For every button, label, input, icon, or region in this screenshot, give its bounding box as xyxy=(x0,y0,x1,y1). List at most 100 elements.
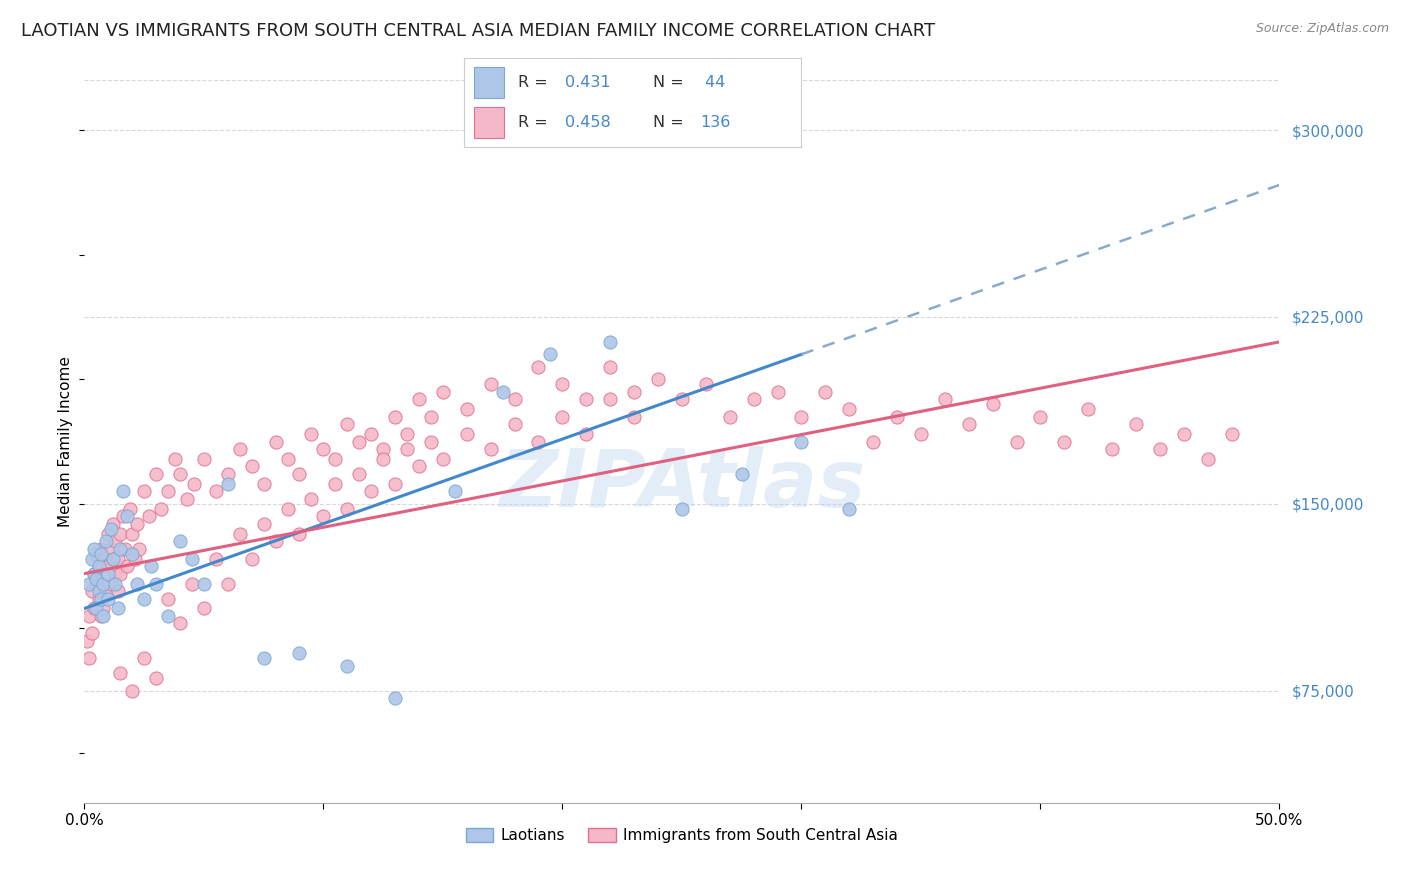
Point xyxy=(253,476,276,491)
Point xyxy=(183,476,205,491)
Point xyxy=(408,459,430,474)
Point xyxy=(551,409,574,424)
Point xyxy=(181,576,204,591)
Point xyxy=(456,427,478,442)
Point xyxy=(101,551,124,566)
Point xyxy=(124,551,146,566)
Point xyxy=(540,347,562,361)
Point xyxy=(384,476,406,491)
Point xyxy=(110,541,132,556)
Point xyxy=(277,501,299,516)
Point xyxy=(97,526,120,541)
Point xyxy=(277,452,299,467)
Point xyxy=(217,576,239,591)
Point xyxy=(117,559,139,574)
Point xyxy=(100,576,122,591)
Point xyxy=(575,392,598,407)
Text: ZIPAtlas: ZIPAtlas xyxy=(499,446,865,524)
Point xyxy=(90,541,112,556)
Text: Source: ZipAtlas.com: Source: ZipAtlas.com xyxy=(1256,22,1389,36)
Point xyxy=(145,467,167,481)
Point xyxy=(93,576,115,591)
Point xyxy=(94,584,117,599)
Point xyxy=(1197,452,1219,467)
Point xyxy=(90,547,112,561)
Point xyxy=(1029,409,1052,424)
Text: 136: 136 xyxy=(700,115,731,130)
Point xyxy=(181,551,204,566)
Point xyxy=(336,501,359,516)
Point xyxy=(114,541,136,556)
Point xyxy=(575,427,598,442)
Point xyxy=(87,591,110,606)
Point xyxy=(90,609,112,624)
Point xyxy=(527,359,550,374)
Point xyxy=(145,576,167,591)
Point xyxy=(86,572,108,586)
Point xyxy=(599,359,621,374)
Point xyxy=(80,626,103,640)
Point xyxy=(396,442,419,456)
Point xyxy=(373,442,395,456)
Point xyxy=(432,452,454,467)
Text: 44: 44 xyxy=(700,75,725,90)
Point xyxy=(229,442,252,456)
Point xyxy=(149,501,172,516)
Point xyxy=(981,397,1004,411)
Point xyxy=(87,559,110,574)
Point xyxy=(253,651,276,665)
Point xyxy=(420,409,443,424)
Point xyxy=(479,442,502,456)
Point xyxy=(349,467,371,481)
Point xyxy=(90,591,112,606)
Point xyxy=(790,434,813,449)
Point xyxy=(444,484,467,499)
Point xyxy=(671,392,693,407)
Point xyxy=(1053,434,1076,449)
Text: 0.431: 0.431 xyxy=(565,75,610,90)
Point xyxy=(76,633,98,648)
Point xyxy=(742,392,765,407)
Point xyxy=(77,651,100,665)
Point xyxy=(312,442,335,456)
Y-axis label: Median Family Income: Median Family Income xyxy=(58,356,73,527)
Point xyxy=(104,534,127,549)
Point xyxy=(97,559,120,574)
Point xyxy=(671,501,693,516)
Point xyxy=(301,491,323,506)
Point xyxy=(157,484,180,499)
Point xyxy=(111,509,134,524)
Point xyxy=(1005,434,1028,449)
Point xyxy=(1077,402,1099,417)
Point xyxy=(107,584,129,599)
Point xyxy=(1125,417,1147,431)
Point xyxy=(814,384,837,399)
Point xyxy=(165,452,187,467)
Point xyxy=(125,516,148,531)
Point xyxy=(336,658,359,673)
Point xyxy=(97,591,120,606)
Point xyxy=(83,566,105,581)
Point xyxy=(100,541,122,556)
Point xyxy=(83,566,105,581)
Point xyxy=(104,576,127,591)
Point xyxy=(94,534,117,549)
Point xyxy=(349,434,371,449)
Point xyxy=(886,409,908,424)
Point xyxy=(86,576,108,591)
Text: LAOTIAN VS IMMIGRANTS FROM SOUTH CENTRAL ASIA MEDIAN FAMILY INCOME CORRELATION C: LAOTIAN VS IMMIGRANTS FROM SOUTH CENTRAL… xyxy=(21,22,935,40)
Point xyxy=(408,392,430,407)
Point xyxy=(695,377,717,392)
Point xyxy=(240,459,263,474)
Point xyxy=(101,516,124,531)
Point xyxy=(94,551,117,566)
Point xyxy=(240,551,263,566)
Point xyxy=(599,392,621,407)
Text: N =: N = xyxy=(652,115,689,130)
Point xyxy=(157,609,180,624)
Point xyxy=(83,601,105,615)
Point xyxy=(217,467,239,481)
Point xyxy=(957,417,980,431)
Point xyxy=(193,452,215,467)
Point xyxy=(121,526,143,541)
